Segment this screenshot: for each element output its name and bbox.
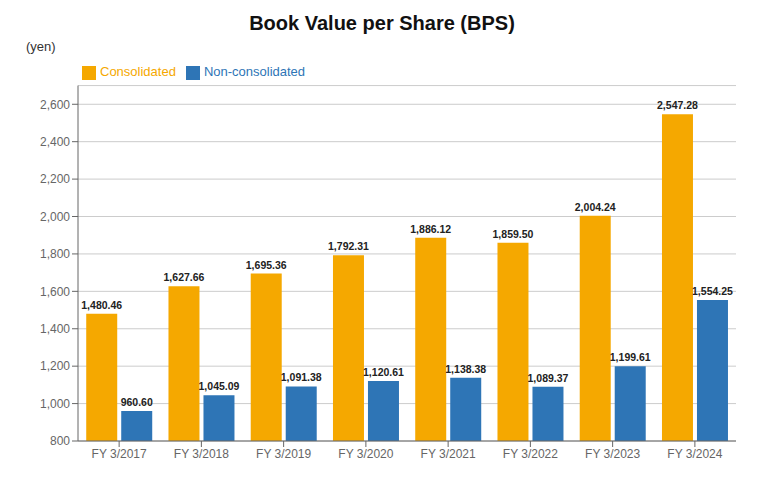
svg-text:FY 3/2018: FY 3/2018 xyxy=(174,447,229,461)
svg-text:1,859.50: 1,859.50 xyxy=(493,228,534,240)
svg-text:1,792.31: 1,792.31 xyxy=(328,240,369,252)
svg-text:1,400: 1,400 xyxy=(40,322,70,336)
svg-text:FY 3/2021: FY 3/2021 xyxy=(421,447,476,461)
svg-text:FY 3/2019: FY 3/2019 xyxy=(256,447,311,461)
svg-text:1,480.46: 1,480.46 xyxy=(81,299,122,311)
svg-text:1,120.61: 1,120.61 xyxy=(363,366,404,378)
html-text:(yen): (yen) xyxy=(26,39,56,54)
svg-text:1,695.36: 1,695.36 xyxy=(246,259,287,271)
svg-text:2,547.28: 2,547.28 xyxy=(657,99,698,111)
svg-text:2,000: 2,000 xyxy=(40,210,70,224)
svg-text:800: 800 xyxy=(50,434,70,448)
html-text:Consolidated: Consolidated xyxy=(100,64,176,79)
svg-text:2,200: 2,200 xyxy=(40,172,70,186)
svg-text:1,800: 1,800 xyxy=(40,247,70,261)
svg-text:960.60: 960.60 xyxy=(121,396,153,408)
svg-text:1,138.38: 1,138.38 xyxy=(445,363,486,375)
svg-text:FY 3/2024: FY 3/2024 xyxy=(667,447,722,461)
svg-text:1,045.09: 1,045.09 xyxy=(199,380,240,392)
svg-text:1,886.12: 1,886.12 xyxy=(410,223,451,235)
svg-text:1,200: 1,200 xyxy=(40,359,70,373)
svg-text:2,600: 2,600 xyxy=(40,98,70,112)
svg-text:1,554.25: 1,554.25 xyxy=(692,285,733,297)
svg-text:2,004.24: 2,004.24 xyxy=(575,201,616,213)
svg-text:1,627.66: 1,627.66 xyxy=(164,271,205,283)
svg-text:1,199.61: 1,199.61 xyxy=(610,351,651,363)
svg-text:FY 3/2020: FY 3/2020 xyxy=(338,447,393,461)
svg-text:FY 3/2017: FY 3/2017 xyxy=(92,447,147,461)
svg-text:2,400: 2,400 xyxy=(40,135,70,149)
html-text:Non-consolidated: Non-consolidated xyxy=(203,64,306,79)
html-text:Book Value per Share (BPS): Book Value per Share (BPS) xyxy=(249,12,515,34)
svg-text:FY 3/2023: FY 3/2023 xyxy=(585,447,640,461)
svg-text:1,091.38: 1,091.38 xyxy=(281,371,322,383)
svg-text:1,089.37: 1,089.37 xyxy=(528,372,569,384)
svg-text:1,600: 1,600 xyxy=(40,285,70,299)
svg-text:1,000: 1,000 xyxy=(40,397,70,411)
svg-text:FY 3/2022: FY 3/2022 xyxy=(503,447,558,461)
